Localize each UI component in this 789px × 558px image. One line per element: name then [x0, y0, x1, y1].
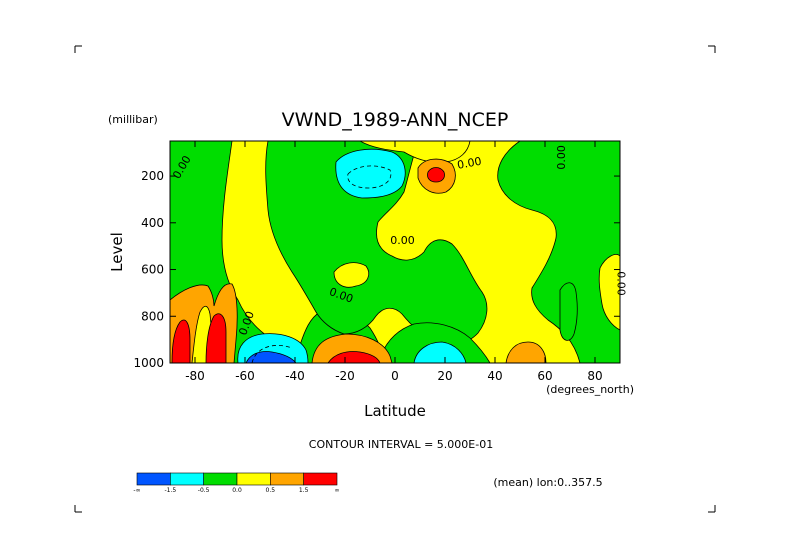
contour-region-yellow-island-mid [333, 262, 370, 288]
colorbar-level-label: ∞ [335, 487, 340, 494]
y-tick-label: 800 [141, 309, 164, 323]
colorbar-swatch [270, 472, 304, 486]
x-tick-label: 80 [587, 369, 602, 383]
colorbar-level-label: -∞ [133, 487, 140, 494]
colorbar-swatch [203, 472, 238, 486]
contour-fill [170, 141, 620, 363]
colorbar-level-label: -1.5 [164, 487, 176, 494]
contour-value-label: 0.00 [456, 155, 482, 172]
y-axis-unit: (millibar) [108, 113, 158, 126]
contour-region-yellow-strip-top [359, 141, 471, 163]
x-tick-label: 60 [537, 369, 552, 383]
y-tick-label: 600 [141, 263, 164, 277]
contour-region-blue-lower-south [245, 351, 297, 363]
contour-value-label: 0.00 [390, 234, 415, 247]
colorbar-swatch [236, 472, 271, 486]
x-tick-label: 0 [391, 369, 399, 383]
y-axis-label: Level [108, 232, 126, 272]
x-tick-label: -40 [285, 369, 305, 383]
colorbar-swatch [136, 472, 171, 486]
x-axis-unit: (degrees_north) [546, 383, 634, 396]
x-axis-label: Latitude [364, 402, 426, 420]
x-tick-label: -20 [335, 369, 355, 383]
contour-region-red-south-1 [171, 319, 191, 363]
y-tick-label: 400 [141, 216, 164, 230]
contour-region-cyan-lower-north [413, 341, 467, 363]
colorbar-swatch [303, 472, 338, 486]
contour-region-green-north [497, 141, 620, 363]
contour-region-cyan-upper [335, 148, 406, 199]
colorbar-level-label: -0.5 [198, 487, 210, 494]
y-axis: 200 400 600 800 1000 [133, 169, 620, 370]
y-tick-label: 200 [141, 169, 164, 183]
x-axis: -80 -60 -40 -20 0 20 40 60 80 [185, 141, 603, 383]
colorbar-swatch [170, 472, 204, 486]
colorbar-level-label: 0.0 [232, 487, 242, 494]
contour-interval-text: CONTOUR INTERVAL = 5.000E-01 [309, 438, 493, 451]
contour-value-label: 0.00 [615, 271, 628, 296]
subset-text: (mean) lon:0..357.5 [493, 476, 602, 489]
x-tick-label: 20 [437, 369, 452, 383]
chart-title: VWND_1989-ANN_NCEP [282, 109, 509, 131]
colorbar-level-label: 0.5 [266, 487, 276, 494]
contour-labels: 0.00 0.00 0.000.000.000.000.00 [170, 145, 627, 337]
contour-line-dashed-lower [251, 345, 293, 363]
contour-region-red-south-2 [205, 313, 227, 363]
page-corner-marks [74, 45, 716, 513]
contour-line-dashed-upper [347, 165, 392, 189]
x-tick-label: -80 [185, 369, 205, 383]
contour-region-red-tropics [327, 351, 381, 363]
colorbar: -∞ -1.5 -0.5 0.0 0.5 1.5 ∞ [133, 472, 340, 494]
contour-region-green-small [559, 282, 578, 341]
contour-value-label: 0.00 [555, 145, 568, 170]
contour-region-yellow-island-north [598, 254, 620, 331]
y-tick-label: 1000 [133, 356, 164, 370]
x-tick-label: -60 [235, 369, 255, 383]
colorbar-level-label: 1.5 [299, 487, 309, 494]
contour-region-red-upper [427, 167, 445, 183]
x-tick-label: 40 [487, 369, 502, 383]
